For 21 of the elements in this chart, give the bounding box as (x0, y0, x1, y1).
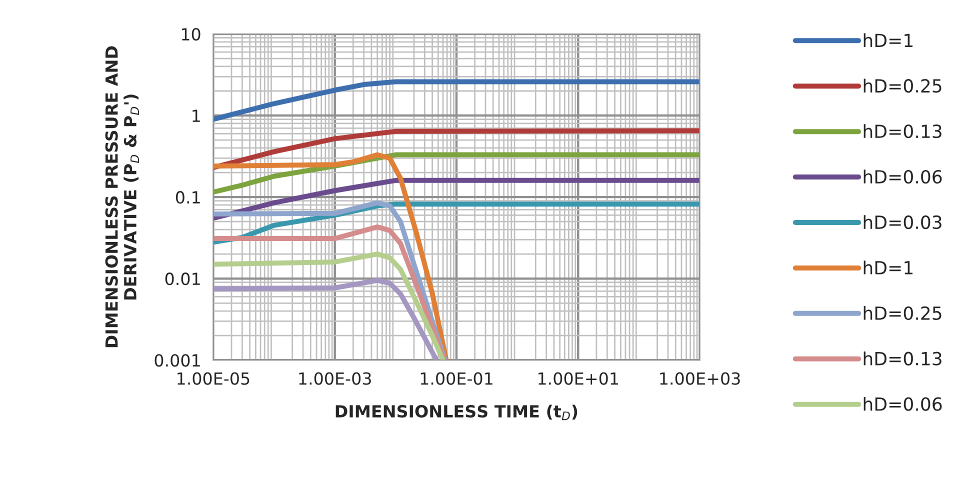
y-tick-label: 0.1 (176, 191, 200, 204)
legend-label: hD=0.13 (864, 124, 942, 138)
legend-label: hD=0.03 (864, 215, 942, 230)
x-tick-label: 1.00E-05 (178, 372, 250, 385)
x-tick-label: 1.00E+01 (538, 372, 618, 385)
y-tick-label: 0.001 (154, 354, 200, 367)
y-axis-title: DIMENSIONLESS PRESSURE AND DERIVATIVE (P$_{D}$ & P$_{D}$') (105, 46, 140, 348)
legend-label: hD=1 (864, 260, 912, 274)
y-tick-label: 1 (192, 110, 200, 122)
x-axis-title: DIMENSIONLESS TIME (t$_{D}$) (336, 404, 578, 420)
legend-label: hD=0.25 (864, 306, 942, 320)
legend-label: hD=1 (864, 33, 912, 47)
x-tick-label: 1.00E+03 (660, 372, 740, 385)
y-tick-label: 10 (182, 28, 200, 41)
legend-label: hD=0.06 (864, 396, 942, 411)
legend-label: hD=0.25 (864, 78, 942, 93)
x-tick-label: 1.00E-03 (299, 372, 371, 385)
legend-label: hD=0.06 (864, 170, 942, 184)
x-tick-label: 1.00E-01 (420, 372, 492, 385)
legend-label: hD=0.13 (864, 351, 942, 366)
y-tick-label: 0.01 (165, 272, 200, 286)
